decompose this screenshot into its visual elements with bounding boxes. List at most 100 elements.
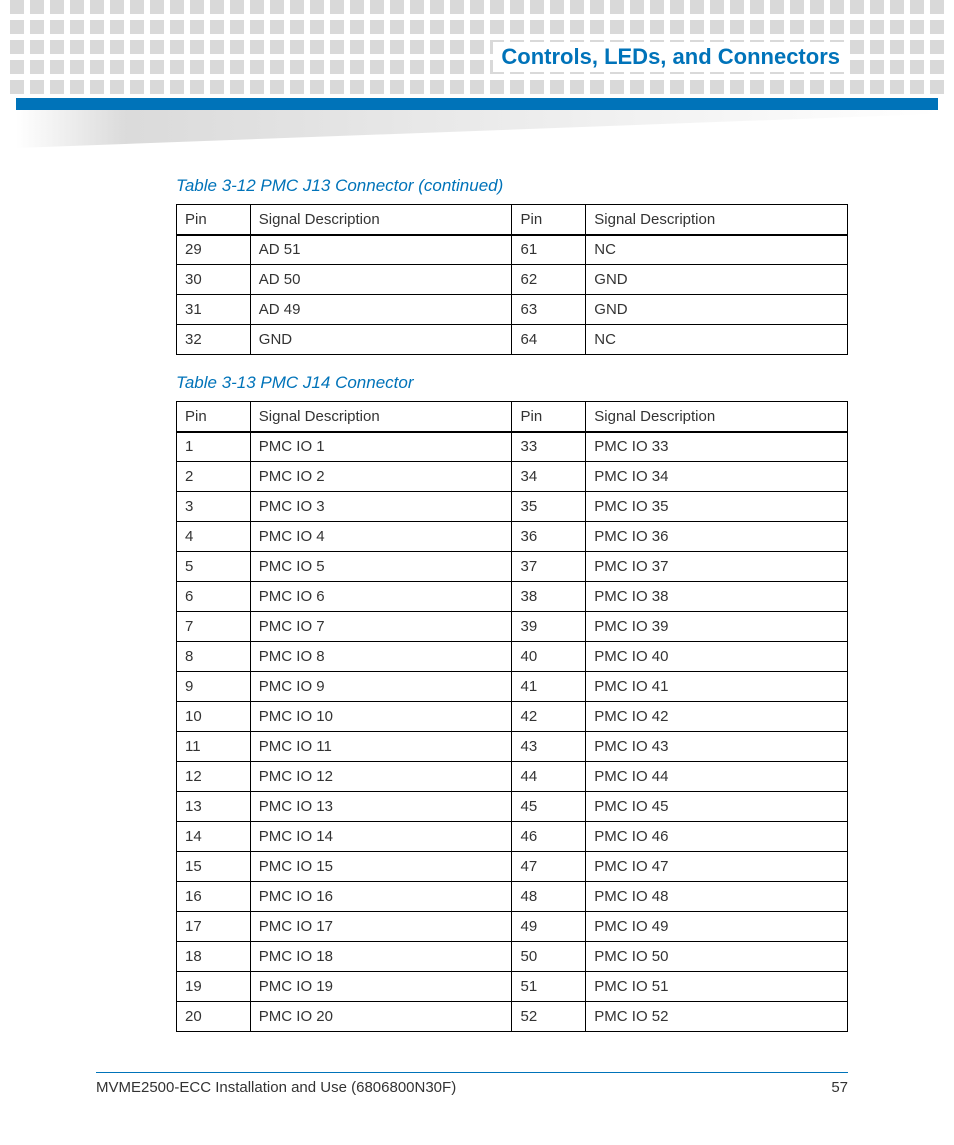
header-blue-bar — [16, 98, 938, 110]
table-header-row: Pin Signal Description Pin Signal Descri… — [177, 205, 848, 235]
table-cell: PMC IO 44 — [586, 762, 848, 792]
dot — [110, 0, 124, 14]
table-cell: PMC IO 3 — [250, 492, 512, 522]
dot — [850, 0, 864, 14]
dot — [30, 80, 44, 94]
dot — [70, 60, 84, 74]
dot — [70, 20, 84, 34]
dot — [750, 80, 764, 94]
table-cell: 43 — [512, 732, 586, 762]
table-cell: PMC IO 11 — [250, 732, 512, 762]
table-cell: 33 — [512, 432, 586, 462]
dot — [770, 0, 784, 14]
footer-doc-title: MVME2500-ECC Installation and Use (68068… — [96, 1079, 456, 1096]
dot — [830, 80, 844, 94]
dot — [370, 40, 384, 54]
dot — [930, 60, 944, 74]
dot — [470, 80, 484, 94]
dot — [250, 20, 264, 34]
dot — [230, 80, 244, 94]
table-cell: 38 — [512, 582, 586, 612]
dot — [390, 0, 404, 14]
table-row: 32GND64NC — [177, 325, 848, 355]
table-cell: 17 — [177, 912, 251, 942]
table-row: 18PMC IO 1850PMC IO 50 — [177, 942, 848, 972]
table-cell: 34 — [512, 462, 586, 492]
table-cell: 7 — [177, 612, 251, 642]
dot — [830, 0, 844, 14]
dot — [730, 0, 744, 14]
table-cell: 35 — [512, 492, 586, 522]
table-cell: NC — [586, 235, 848, 265]
col-header: Pin — [512, 205, 586, 235]
col-header: Pin — [512, 402, 586, 432]
dot — [30, 60, 44, 74]
dot — [70, 80, 84, 94]
dot — [830, 20, 844, 34]
dot — [650, 0, 664, 14]
dot — [510, 20, 524, 34]
dot — [530, 0, 544, 14]
dot — [690, 80, 704, 94]
dot — [150, 0, 164, 14]
table-cell: AD 51 — [250, 235, 512, 265]
dot — [10, 40, 24, 54]
dot — [310, 20, 324, 34]
table-cell: 8 — [177, 642, 251, 672]
dot — [470, 60, 484, 74]
header-shadow — [16, 110, 938, 148]
table-row: 14PMC IO 1446PMC IO 46 — [177, 822, 848, 852]
table-cell: PMC IO 8 — [250, 642, 512, 672]
dot — [330, 80, 344, 94]
dot — [230, 0, 244, 14]
dot — [130, 60, 144, 74]
dot — [50, 60, 64, 74]
table-cell: PMC IO 45 — [586, 792, 848, 822]
dot — [930, 0, 944, 14]
dot — [150, 40, 164, 54]
table-cell: AD 49 — [250, 295, 512, 325]
table-row: 9PMC IO 941PMC IO 41 — [177, 672, 848, 702]
dot-row — [0, 0, 954, 14]
dot — [430, 20, 444, 34]
dot — [430, 60, 444, 74]
col-header: Signal Description — [586, 402, 848, 432]
table-cell: PMC IO 37 — [586, 552, 848, 582]
dot — [890, 40, 904, 54]
dot — [910, 80, 924, 94]
table-cell: GND — [586, 295, 848, 325]
table-cell: 20 — [177, 1002, 251, 1032]
table-row: 7PMC IO 739PMC IO 39 — [177, 612, 848, 642]
dot — [650, 80, 664, 94]
dot — [450, 0, 464, 14]
table-row: 10PMC IO 1042PMC IO 42 — [177, 702, 848, 732]
dot — [270, 80, 284, 94]
table-row: 17PMC IO 1749PMC IO 49 — [177, 912, 848, 942]
table-cell: 4 — [177, 522, 251, 552]
dot — [350, 0, 364, 14]
table-cell: PMC IO 39 — [586, 612, 848, 642]
dot — [790, 80, 804, 94]
dot — [490, 20, 504, 34]
dot — [150, 20, 164, 34]
dot — [770, 80, 784, 94]
table-cell: PMC IO 49 — [586, 912, 848, 942]
table-3-12: Pin Signal Description Pin Signal Descri… — [176, 204, 848, 355]
dot — [430, 0, 444, 14]
table-row: 29AD 5161NC — [177, 235, 848, 265]
dot — [370, 20, 384, 34]
dot — [510, 0, 524, 14]
table-cell: PMC IO 52 — [586, 1002, 848, 1032]
dot — [610, 80, 624, 94]
table-cell: 49 — [512, 912, 586, 942]
dot — [330, 0, 344, 14]
dot — [670, 0, 684, 14]
table-cell: PMC IO 1 — [250, 432, 512, 462]
dot — [910, 60, 924, 74]
dot — [630, 0, 644, 14]
table-cell: PMC IO 33 — [586, 432, 848, 462]
table-cell: 62 — [512, 265, 586, 295]
dot — [570, 20, 584, 34]
table-cell: 9 — [177, 672, 251, 702]
table-cell: PMC IO 10 — [250, 702, 512, 732]
